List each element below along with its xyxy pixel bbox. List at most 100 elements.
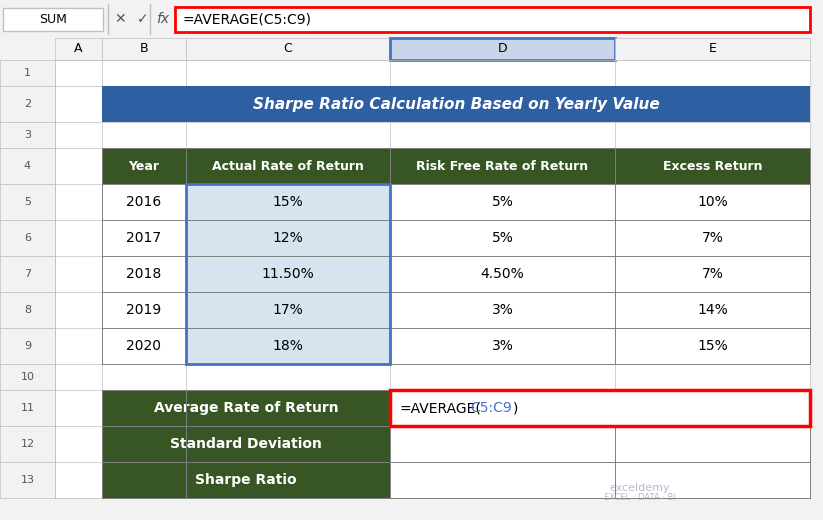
Text: Excess Return: Excess Return — [663, 160, 762, 173]
Text: ✓: ✓ — [137, 12, 149, 26]
Text: 3: 3 — [24, 130, 31, 140]
Bar — [3, 8, 103, 31]
Text: 2016: 2016 — [127, 195, 161, 209]
Bar — [186, 148, 390, 184]
Text: A: A — [74, 43, 83, 56]
Text: ): ) — [513, 401, 518, 415]
Bar — [615, 148, 810, 184]
Text: E: E — [709, 43, 717, 56]
Text: 2019: 2019 — [127, 303, 161, 317]
Bar — [186, 38, 390, 60]
Text: 11.50%: 11.50% — [262, 267, 314, 281]
Bar — [102, 390, 390, 426]
Bar — [186, 184, 390, 364]
Bar — [0, 426, 55, 462]
Bar — [390, 462, 810, 498]
Text: 15%: 15% — [272, 195, 304, 209]
Bar — [186, 220, 390, 256]
Bar — [102, 328, 186, 364]
Text: C: C — [284, 43, 292, 56]
Text: 5%: 5% — [491, 231, 514, 245]
Bar — [102, 292, 186, 328]
Bar — [55, 60, 810, 498]
Text: 10: 10 — [21, 372, 35, 382]
Text: 7%: 7% — [701, 231, 723, 245]
Text: 1: 1 — [24, 68, 31, 78]
Text: 10%: 10% — [697, 195, 728, 209]
Text: 13: 13 — [21, 475, 35, 485]
Bar — [102, 462, 390, 498]
Text: Year: Year — [128, 160, 160, 173]
Text: Actual Rate of Return: Actual Rate of Return — [212, 160, 364, 173]
Bar — [0, 390, 55, 426]
Text: Average Rate of Return: Average Rate of Return — [154, 401, 338, 415]
Bar — [102, 220, 186, 256]
Text: 12: 12 — [21, 439, 35, 449]
Bar — [390, 220, 615, 256]
Bar — [102, 38, 186, 60]
Text: 11: 11 — [21, 403, 35, 413]
Bar — [102, 184, 186, 220]
Bar — [102, 256, 186, 292]
Bar — [390, 292, 615, 328]
Bar — [615, 220, 810, 256]
Bar — [0, 60, 55, 86]
Bar — [390, 328, 615, 364]
Text: Sharpe Ratio: Sharpe Ratio — [195, 473, 297, 487]
Text: 2018: 2018 — [127, 267, 161, 281]
Bar — [390, 390, 810, 426]
Bar — [0, 184, 55, 220]
Text: B: B — [140, 43, 148, 56]
Bar — [615, 38, 810, 60]
Bar — [615, 184, 810, 220]
Bar — [615, 292, 810, 328]
Bar — [186, 292, 390, 328]
Bar — [102, 86, 810, 122]
Text: =AVERAGE(C5:C9): =AVERAGE(C5:C9) — [183, 12, 312, 27]
Bar — [615, 256, 810, 292]
Text: 2017: 2017 — [127, 231, 161, 245]
Bar — [390, 256, 615, 292]
Text: Risk Free Rate of Return: Risk Free Rate of Return — [416, 160, 588, 173]
Bar — [186, 328, 390, 364]
Bar — [390, 184, 615, 220]
Text: 6: 6 — [24, 233, 31, 243]
Text: 5%: 5% — [491, 195, 514, 209]
Text: 4: 4 — [24, 161, 31, 171]
Text: 3%: 3% — [491, 339, 514, 353]
Text: 4.50%: 4.50% — [481, 267, 524, 281]
Text: 3%: 3% — [491, 303, 514, 317]
Text: 7%: 7% — [701, 267, 723, 281]
Text: 2020: 2020 — [127, 339, 161, 353]
Bar — [0, 328, 55, 364]
Bar — [55, 38, 102, 60]
Bar — [102, 148, 186, 184]
Text: 5: 5 — [24, 197, 31, 207]
Text: EXCEL · DATA · BI: EXCEL · DATA · BI — [604, 493, 676, 502]
Bar — [0, 256, 55, 292]
Text: Standard Deviation: Standard Deviation — [170, 437, 322, 451]
Bar — [0, 292, 55, 328]
Text: 9: 9 — [24, 341, 31, 351]
Bar — [0, 86, 55, 122]
Text: 12%: 12% — [272, 231, 304, 245]
Text: 17%: 17% — [272, 303, 304, 317]
Text: ✕: ✕ — [114, 12, 126, 26]
Text: SUM: SUM — [39, 13, 67, 26]
Bar — [0, 38, 823, 60]
Text: C5:C9: C5:C9 — [470, 401, 512, 415]
Text: exceldemy: exceldemy — [610, 483, 670, 493]
Text: 2: 2 — [24, 99, 31, 109]
Text: fx: fx — [156, 12, 170, 26]
Bar — [390, 38, 615, 60]
Text: =AVERAGE(: =AVERAGE( — [400, 401, 482, 415]
Bar — [390, 390, 810, 426]
Text: 18%: 18% — [272, 339, 304, 353]
Bar — [615, 328, 810, 364]
Bar — [0, 122, 55, 148]
Bar — [0, 220, 55, 256]
Bar — [0, 364, 55, 390]
Bar — [186, 256, 390, 292]
Text: 14%: 14% — [697, 303, 728, 317]
Text: 15%: 15% — [697, 339, 728, 353]
